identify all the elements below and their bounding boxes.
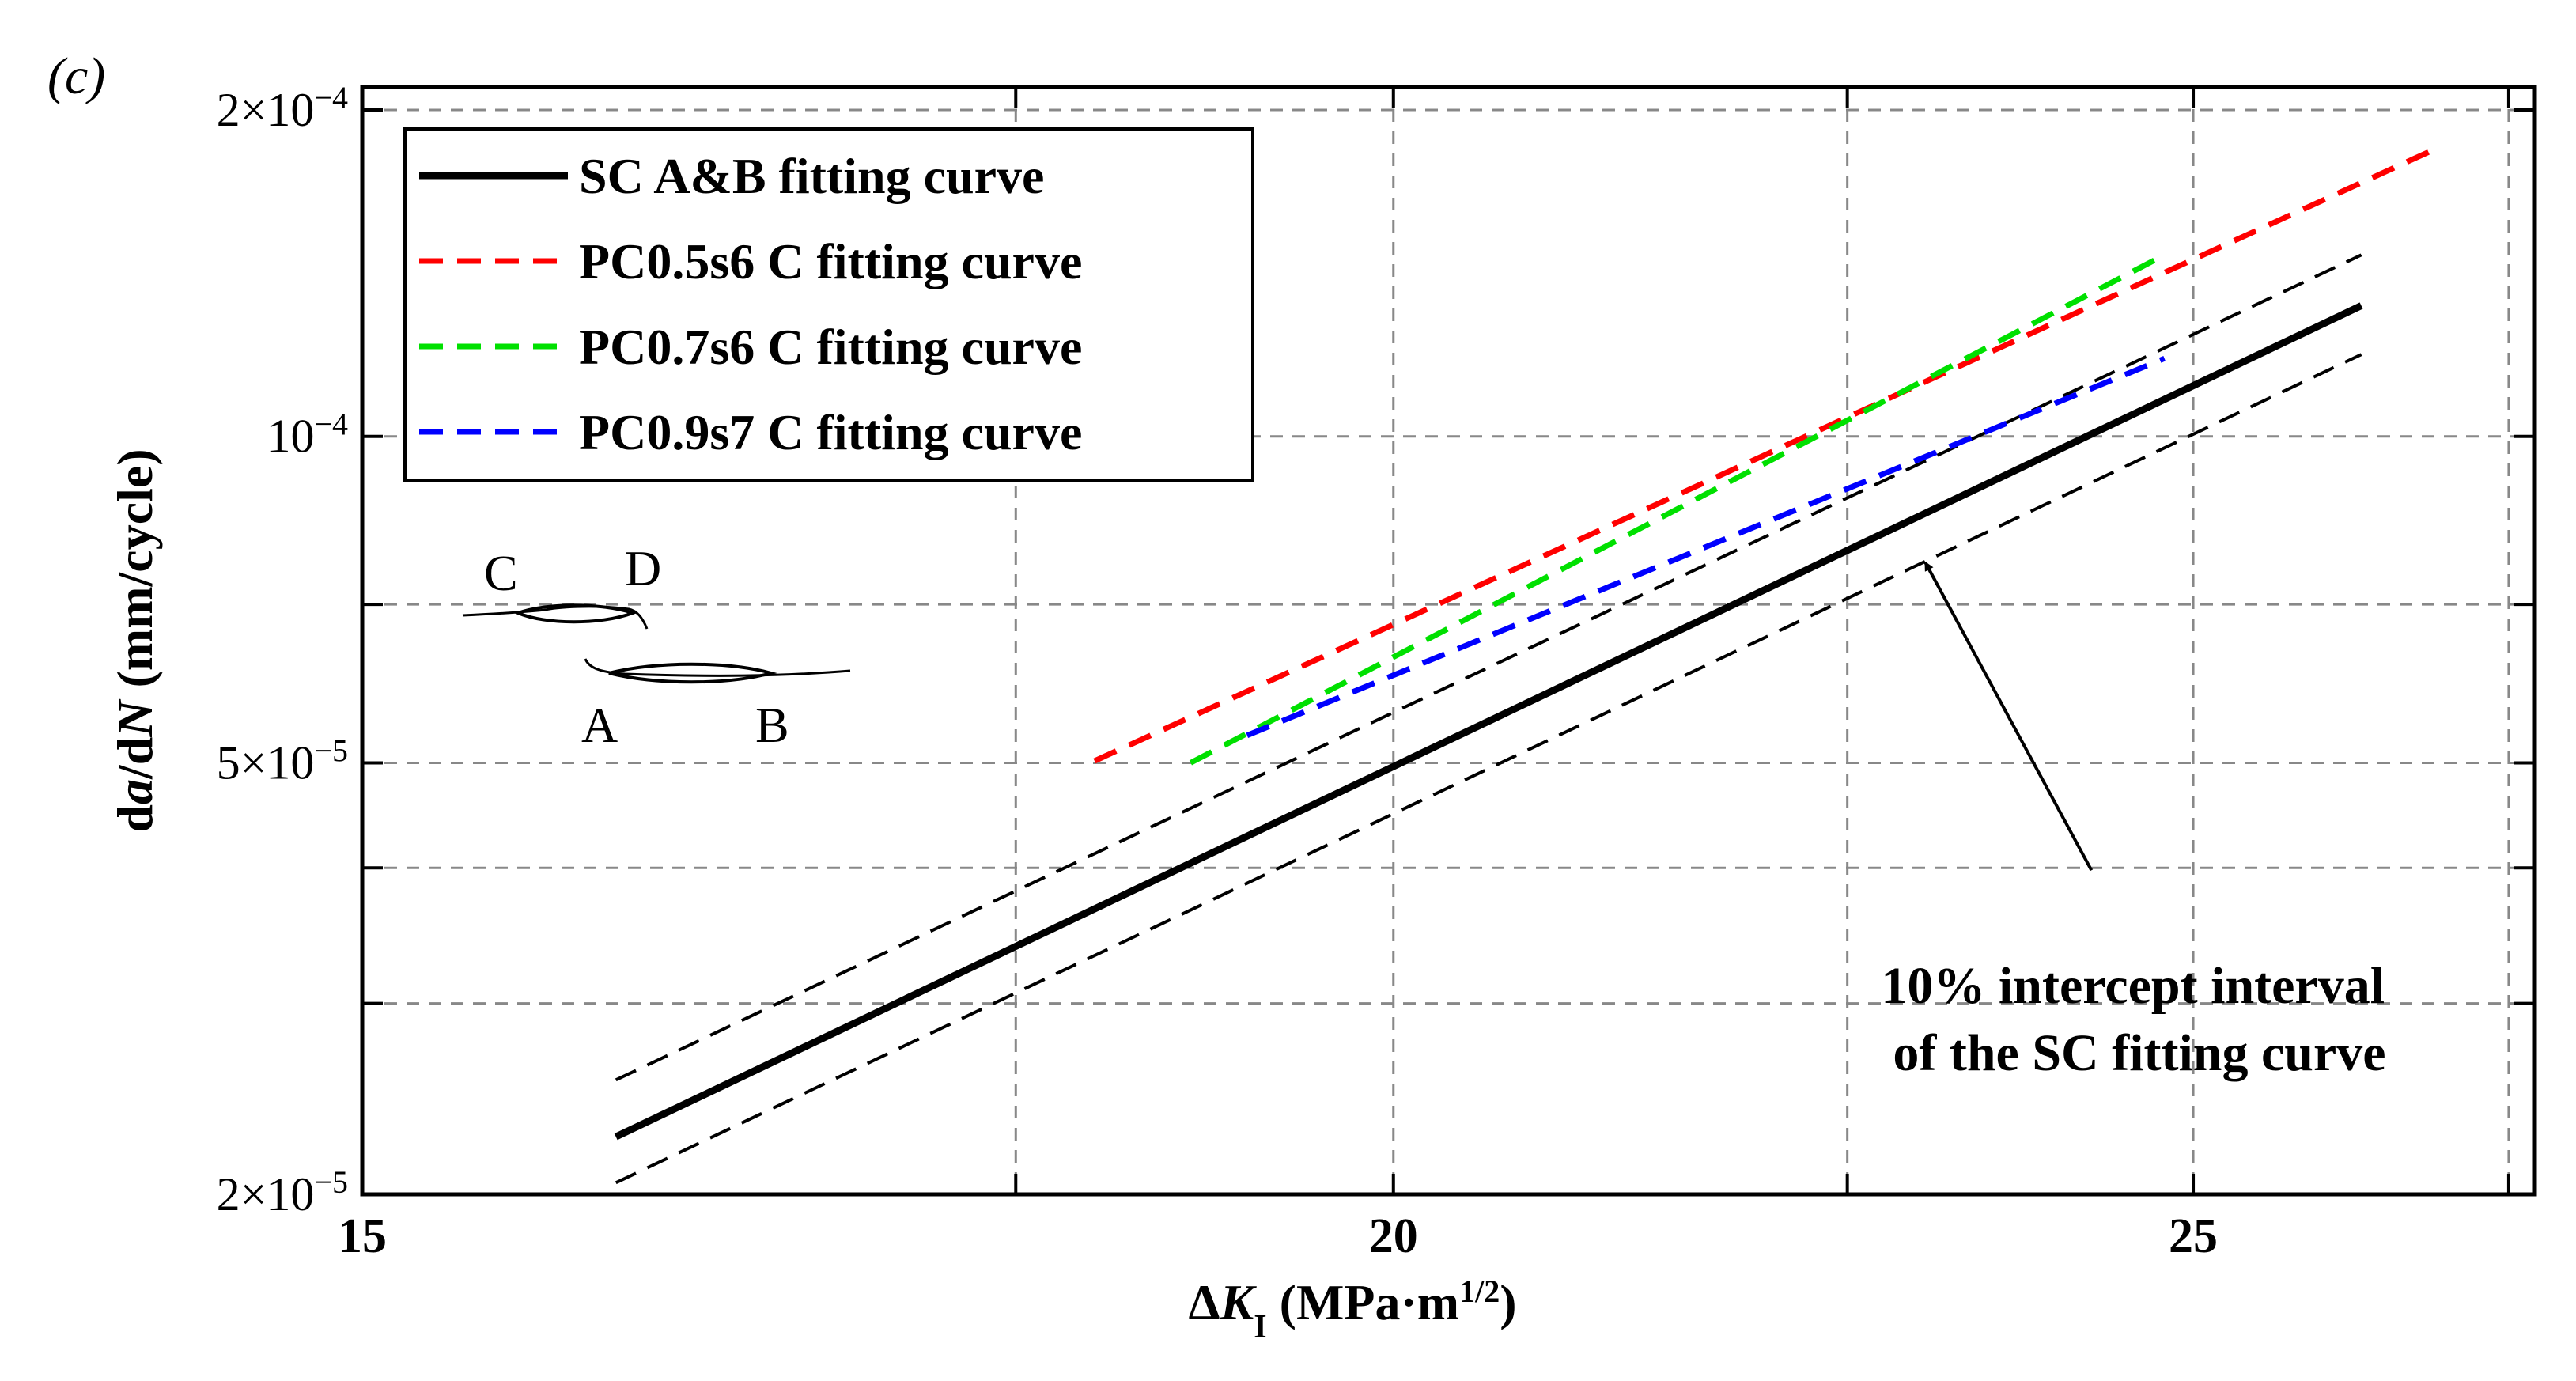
series-line — [614, 302, 2363, 1141]
inset-label-b: B — [755, 697, 789, 753]
y-tick-label: 5×10−5 — [217, 732, 348, 789]
tick-marks — [362, 87, 2535, 1194]
legend-label: PC0.9s7 C fitting curve — [579, 404, 1082, 460]
intercept-bounds — [615, 253, 2362, 1185]
series-lines — [614, 149, 2430, 1141]
panel-label: (c) — [47, 47, 105, 105]
series-line — [1246, 355, 2166, 738]
inset-lens-cd — [513, 603, 638, 624]
inset-crack-lower — [584, 658, 851, 677]
y-tick-label: 2×10−4 — [217, 80, 348, 137]
plot-frame — [360, 85, 2537, 1197]
x-tick-label: 25 — [2169, 1209, 2218, 1263]
crack-inset: C D A B — [462, 540, 851, 753]
x-tick-label: 20 — [1369, 1209, 1418, 1263]
series-line — [1189, 252, 2166, 766]
series-line — [1093, 149, 2430, 764]
legend: SC A&B fitting curve PC0.5s6 C fitting cu… — [403, 127, 1254, 482]
x-axis-label: ΔKI (MPa·m1/2) — [1188, 1273, 1516, 1346]
x-tick-labels: 15 20 25 — [338, 1209, 2218, 1263]
annotation-arrow — [1923, 561, 2094, 872]
x-tick-label: 15 — [338, 1209, 387, 1263]
y-tick-label: 2×10−5 — [217, 1164, 348, 1221]
annotation-text: 10% intercept interval of the SC fitting… — [1881, 957, 2397, 1082]
inset-label-c: C — [484, 545, 518, 601]
intercept-bound-line — [615, 353, 2362, 1185]
inset-label-a: A — [581, 697, 618, 753]
inset-label-d: D — [625, 540, 661, 596]
annotation-line-1: 10% intercept interval — [1881, 957, 2385, 1015]
annotation-line-2: of the SC fitting curve — [1893, 1024, 2385, 1082]
intercept-bound-line — [615, 253, 2362, 1082]
y-axis-label: da/dN (mm/cycle) — [107, 448, 163, 832]
legend-box — [403, 127, 1254, 482]
legend-label: PC0.7s6 C fitting curve — [579, 319, 1082, 375]
inset-lens-ab — [608, 662, 777, 684]
y-tick-labels: 2×10−5 5×10−5 10−4 2×10−4 — [217, 80, 348, 1220]
legend-label: PC0.5s6 C fitting curve — [579, 233, 1082, 289]
legend-label: SC A&B fitting curve — [579, 148, 1044, 204]
y-tick-label: 10−4 — [267, 406, 348, 463]
